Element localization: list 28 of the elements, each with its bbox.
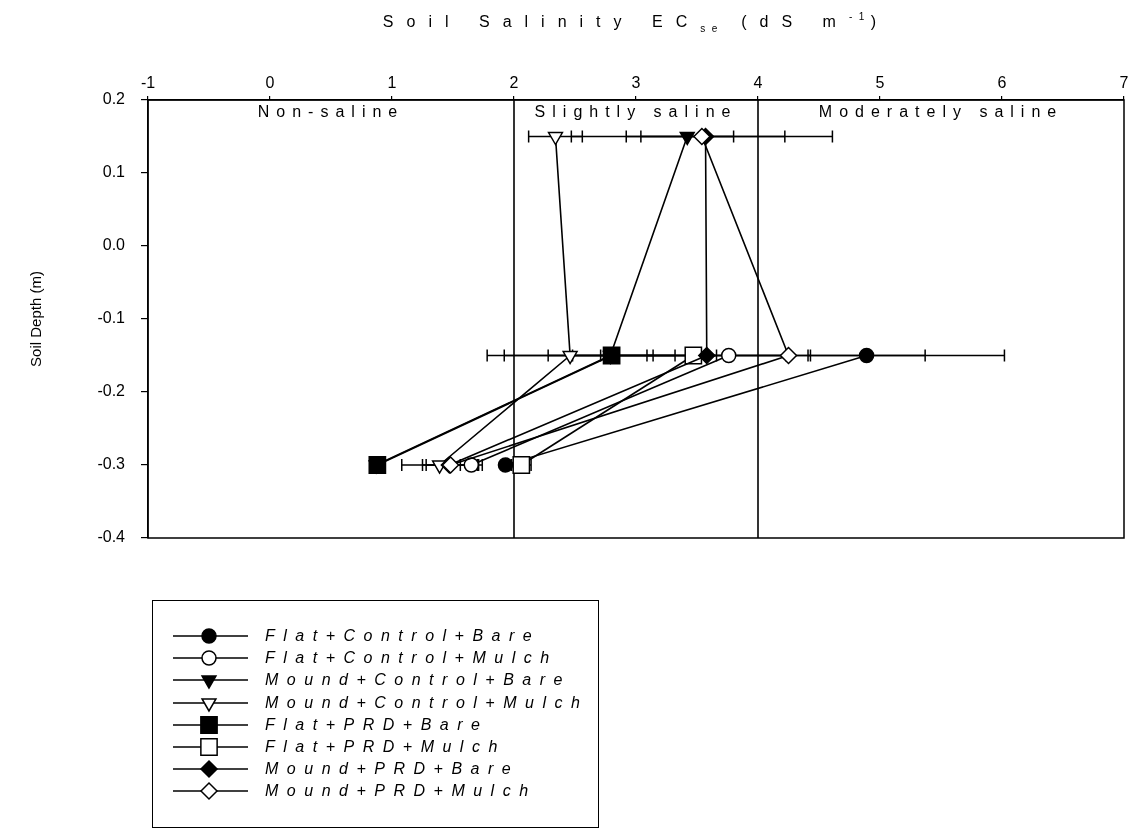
y-tick-label: -0.4 <box>97 528 126 546</box>
legend-label: Mound+PRD+Bare <box>265 760 520 779</box>
legend-label: Mound+Control+Mulch <box>265 693 589 712</box>
y-axis-title: Soil Depth (m) <box>27 271 45 367</box>
y-tick-label: 0.2 <box>102 90 126 108</box>
x-tick-label: 4 <box>753 73 763 91</box>
x-tick-label: 7 <box>1119 73 1129 91</box>
legend-label: Flat+PRD+Bare <box>265 715 489 734</box>
y-tick-label: -0.2 <box>97 382 126 400</box>
legend-label: Flat+Control+Mulch <box>265 649 558 668</box>
x-tick-label: 6 <box>997 73 1007 91</box>
y-tick-label: 0.0 <box>102 236 126 254</box>
legend-label: Mound+PRD+Mulch <box>265 782 537 801</box>
legend-label: Flat+PRD+Mulch <box>265 738 506 757</box>
x-tick-label: -1 <box>140 73 156 91</box>
y-tick-label: 0.1 <box>102 163 126 181</box>
legend-label: Mound+Control+Bare <box>265 671 571 690</box>
legend-label: Flat+Control+Bare <box>265 627 541 646</box>
y-tick-label: -0.3 <box>97 455 126 473</box>
x-tick-label: 3 <box>631 73 641 91</box>
annotation: Slightly saline <box>534 103 738 121</box>
y-tick-label: -0.1 <box>97 309 126 327</box>
x-tick-label: 2 <box>509 73 519 91</box>
annotation: Moderately saline <box>818 103 1064 121</box>
x-tick-label: 5 <box>875 73 885 91</box>
x-tick-label: 1 <box>387 73 397 91</box>
annotation: Non-saline <box>257 103 405 121</box>
x-tick-label: 0 <box>265 73 275 91</box>
